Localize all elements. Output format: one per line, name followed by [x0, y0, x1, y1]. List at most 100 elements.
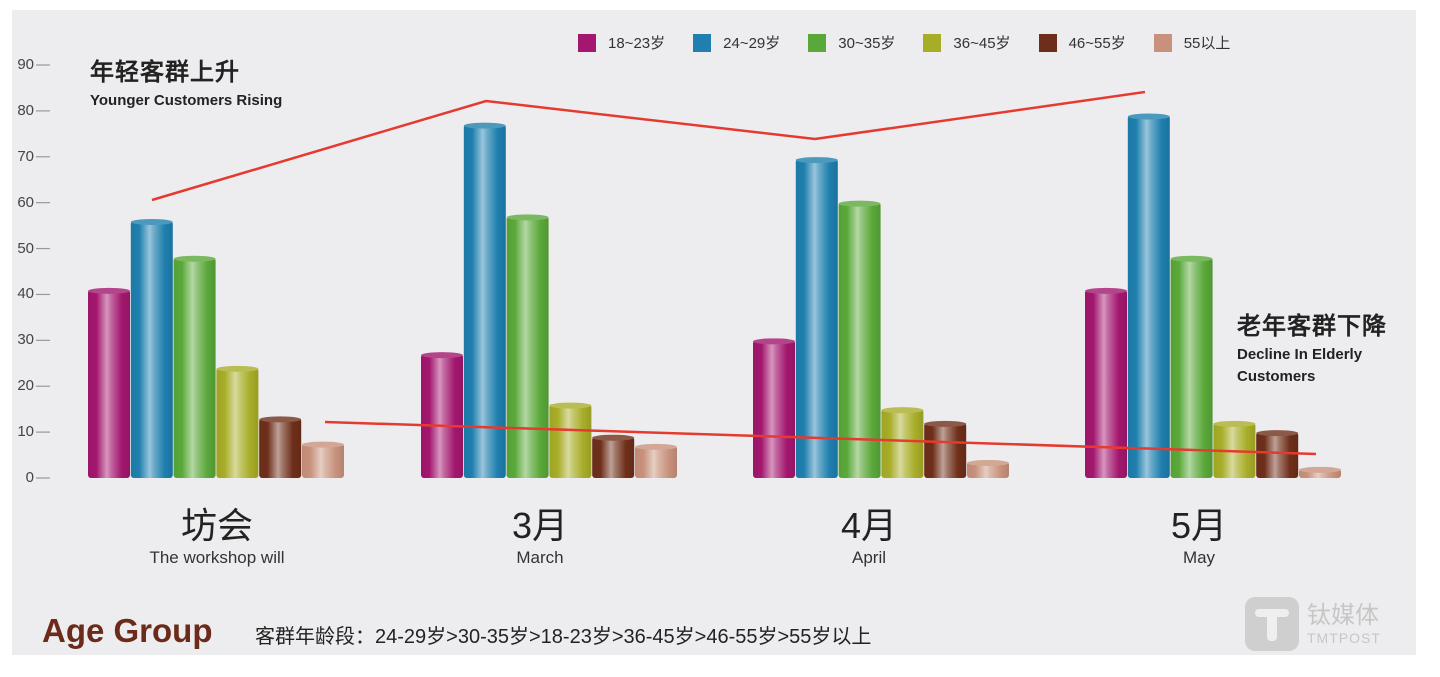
bar-cap: [635, 443, 677, 450]
bar: [1256, 432, 1299, 478]
x-category-label: 坊会 The workshop will: [107, 505, 327, 569]
legend-item: 36~45岁: [923, 32, 1011, 53]
bar-cap: [1127, 113, 1170, 120]
x-category-label: 5月 May: [1089, 505, 1309, 569]
bar-cap: [88, 287, 130, 294]
bar: [421, 354, 463, 478]
bar: [506, 216, 549, 478]
x-category-cn: 4月: [840, 505, 898, 546]
bar-cap: [130, 219, 173, 226]
y-tick-label: 90: [17, 56, 34, 73]
bar: [753, 340, 795, 478]
bar-cap: [1213, 420, 1256, 427]
y-tick-label: 30: [17, 331, 34, 349]
bar-cap: [1170, 255, 1213, 262]
brand-cn: 钛媒体: [1307, 602, 1379, 629]
bar-cap: [506, 214, 549, 221]
legend: 18~23岁 24~29岁 30~35岁 36~45岁 46~55岁 55以上: [578, 32, 1258, 53]
annotation-young-en: Younger Customers Rising: [90, 92, 283, 109]
bar: [881, 409, 924, 478]
bar-cap: [838, 200, 881, 207]
y-tick-label: 50: [17, 239, 34, 257]
trend-line: [151, 90, 1146, 202]
legend-item: 24~29岁: [693, 32, 780, 53]
footer-title: Age Group: [42, 612, 213, 649]
bar-cap: [259, 416, 302, 423]
bar: [967, 461, 1009, 478]
legend-label: 36~45岁: [953, 35, 1011, 52]
x-category-label: 4月 April: [759, 505, 979, 569]
bar: [216, 367, 259, 478]
annotation-old-en: Decline In Elderly Customers: [1237, 344, 1362, 388]
brand-watermark: 钛媒体 TMTPOST: [1245, 597, 1381, 651]
bar: [1170, 257, 1213, 478]
annotation-old-en-line1: Decline In Elderly: [1237, 346, 1363, 363]
legend-item: 30~35岁: [808, 32, 895, 53]
x-category-en: April: [851, 548, 886, 567]
bar: [1127, 115, 1170, 478]
footer-ranking: 客群年龄段：24-29岁>30-35岁>18-23岁>36-45岁>46-55岁…: [255, 626, 872, 648]
bar-cap: [1256, 430, 1299, 437]
bar-cap: [592, 434, 635, 441]
y-tick-label: 60: [17, 193, 34, 211]
bar-cap: [302, 441, 344, 448]
legend-swatch-icon: [808, 33, 827, 52]
bar: [635, 445, 677, 478]
y-axis-ticks: [36, 64, 50, 479]
bar: [924, 422, 967, 478]
x-category-en: May: [1182, 548, 1216, 567]
legend-label: 24~29岁: [723, 35, 781, 52]
annotation-old-cn: 老年客群下降: [1237, 313, 1387, 340]
bar-cap: [216, 365, 259, 372]
x-category-cn: 坊会: [180, 505, 253, 546]
trend-line: [324, 420, 1317, 456]
x-category-en: March: [516, 548, 564, 567]
legend-label: 46~55岁: [1068, 35, 1126, 52]
bar-cap: [173, 255, 216, 262]
bar-cap: [549, 402, 592, 409]
bar-cap: [753, 338, 795, 345]
legend-swatch-icon: [923, 33, 942, 52]
y-tick-label: 0: [25, 469, 34, 486]
bar-cap: [967, 459, 1009, 466]
legend-label: 30~35岁: [838, 35, 896, 52]
bar: [838, 202, 881, 478]
y-tick-label: 10: [17, 423, 34, 441]
y-tick-label: 70: [17, 147, 34, 165]
bar: [549, 404, 592, 478]
bar: [130, 221, 173, 478]
bar: [463, 124, 506, 479]
legend-label: 55以上: [1183, 35, 1231, 52]
trend-lines-layer: [151, 90, 1317, 456]
brand-en: TMTPOST: [1307, 630, 1381, 646]
bar-cap: [1085, 287, 1127, 294]
bar-cap: [463, 122, 506, 129]
bar: [1085, 289, 1127, 478]
annotation-old-en-line2: Customers: [1237, 368, 1316, 385]
legend-swatch-icon: [1153, 33, 1172, 52]
y-tick-label: 80: [17, 101, 34, 119]
tmtpost-logo-icon: [1245, 597, 1299, 651]
legend-label: 18~23岁: [608, 35, 666, 52]
bar-cap: [1299, 466, 1341, 473]
legend-swatch-icon: [1038, 33, 1057, 52]
legend-item: 55以上: [1153, 32, 1231, 53]
bar-cap: [924, 420, 967, 427]
bar-cap: [795, 157, 838, 164]
legend-item: 18~23岁: [578, 32, 665, 53]
bar: [592, 436, 635, 478]
bar: [302, 443, 344, 478]
bar-cap: [421, 352, 463, 359]
legend-item: 46~55岁: [1038, 32, 1126, 53]
bar: [259, 418, 302, 478]
bars-layer: [88, 113, 1341, 479]
legend-swatch-icon: [578, 33, 596, 52]
x-category-en: The workshop will: [149, 548, 285, 567]
bar: [88, 289, 130, 478]
y-tick-label: 20: [17, 377, 34, 395]
annotation-young-cn: 年轻客群上升: [90, 59, 240, 86]
bar: [795, 159, 838, 479]
bar: [173, 257, 216, 478]
y-tick-label: 40: [17, 285, 34, 303]
